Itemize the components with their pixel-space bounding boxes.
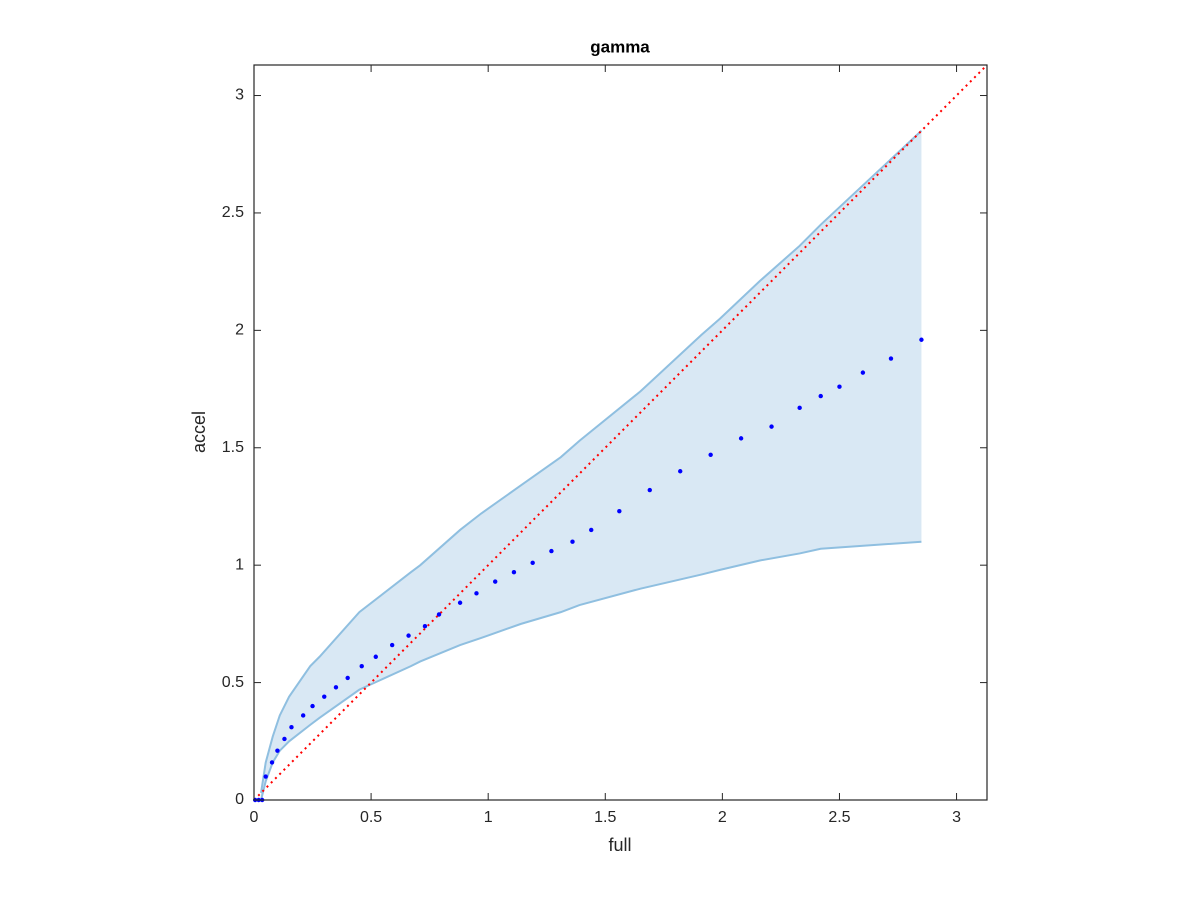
x-axis-label: full <box>608 835 631 855</box>
point <box>422 624 428 629</box>
y-tick-label: 1 <box>235 556 244 573</box>
point <box>282 736 287 742</box>
point <box>359 663 364 669</box>
point <box>345 675 350 681</box>
band-area <box>261 130 922 800</box>
point <box>818 393 823 399</box>
y-tick-label: 1.5 <box>222 439 244 456</box>
y-tick-label: 2 <box>235 322 244 339</box>
point <box>474 591 479 596</box>
point <box>678 469 683 474</box>
point <box>511 570 517 575</box>
y-axis-label: accel <box>189 411 209 453</box>
y-tick-label: 3 <box>235 87 244 104</box>
point <box>769 424 774 429</box>
y-tick-label: 0 <box>235 791 244 808</box>
x-tick-label: 0 <box>250 809 259 826</box>
point <box>406 633 411 638</box>
point <box>457 600 463 605</box>
y-tick-label: 0.5 <box>222 674 244 691</box>
x-tick-label: 0.5 <box>360 809 382 826</box>
point <box>647 487 652 493</box>
point <box>888 356 894 361</box>
x-tick-label: 2 <box>718 809 727 826</box>
point <box>269 760 275 765</box>
chart-title: gamma <box>590 37 650 56</box>
axes-box <box>253 64 988 801</box>
point <box>436 612 442 617</box>
point <box>860 370 866 375</box>
band-upper <box>260 130 923 794</box>
point <box>493 579 498 584</box>
point <box>589 527 594 533</box>
point <box>708 452 713 458</box>
point <box>275 748 280 753</box>
point <box>530 560 535 566</box>
x-tick-label: 1.5 <box>594 809 616 826</box>
point <box>389 642 395 648</box>
x-tick-label: 2.5 <box>828 809 850 826</box>
point <box>570 539 575 544</box>
point <box>837 384 842 389</box>
point <box>919 337 924 342</box>
y-tick-label: 2.5 <box>222 204 244 221</box>
band-lower <box>260 540 922 801</box>
point <box>263 774 268 779</box>
point <box>310 703 315 709</box>
point <box>797 405 802 411</box>
point <box>300 713 306 718</box>
point <box>373 654 378 659</box>
x-tick-label: 3 <box>952 809 961 826</box>
point <box>549 548 554 554</box>
point <box>617 508 622 514</box>
x-tick-label: 1 <box>484 809 493 826</box>
diagonal-line <box>253 64 988 801</box>
point <box>333 685 339 690</box>
point <box>322 694 327 699</box>
point <box>738 436 744 441</box>
point <box>289 725 294 730</box>
